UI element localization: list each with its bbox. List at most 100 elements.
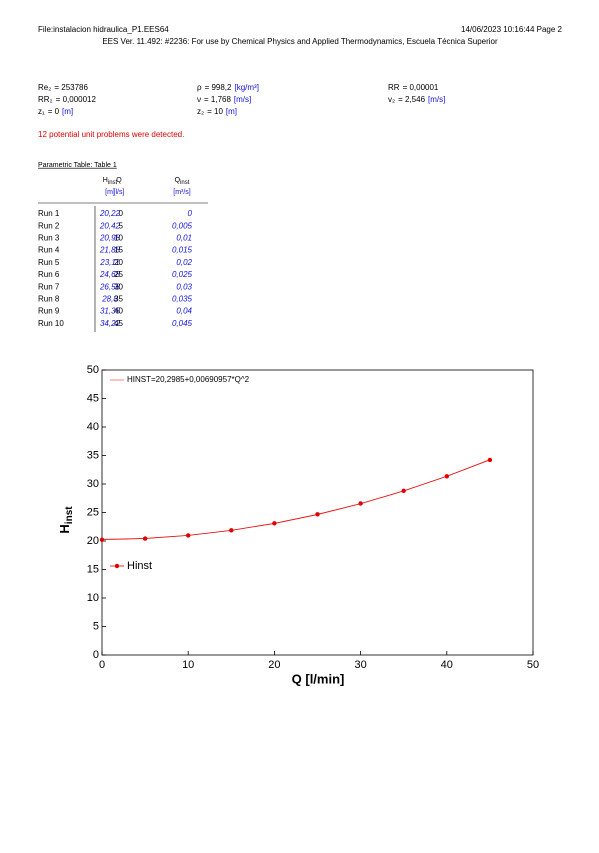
y-tick-label: 45 (87, 392, 99, 404)
table-cell: 25 (114, 270, 123, 279)
table-cell: 28,8 (101, 295, 118, 304)
data-point (358, 501, 363, 506)
table-cell: 10 (114, 234, 123, 243)
y-tick-label: 35 (87, 449, 99, 461)
column-name: Q (175, 177, 181, 184)
variable-name: ρ (197, 83, 202, 92)
table-cell: 0,03 (176, 282, 192, 291)
table-cell: 0,045 (172, 319, 193, 328)
variable-unit: [m/s] (428, 95, 445, 104)
variable-name: z₁ (38, 107, 45, 116)
column-header: Hinst (103, 177, 118, 186)
legend-label: Hinst (127, 560, 152, 572)
table-cell: 20,22 (99, 209, 121, 218)
column-sub: inst (108, 180, 118, 186)
series-line (101, 459, 491, 541)
variable-unit: [m] (62, 107, 73, 116)
x-tick-label: 10 (182, 659, 194, 671)
row-label: Run 8 (38, 295, 60, 304)
data-point (99, 537, 105, 542)
y-tick-label: 20 (87, 535, 99, 547)
table-cell: 20 (114, 258, 123, 267)
variable-value: = 0 (48, 107, 60, 116)
column-name: Q (116, 177, 122, 184)
data-point (444, 474, 449, 479)
variable-name: v₂ (388, 95, 395, 104)
row-label: Run 3 (38, 234, 60, 243)
table-cell: 0,04 (176, 307, 192, 316)
column-sub: inst (180, 180, 190, 186)
data-point (186, 533, 191, 538)
table-cell: 26,58 (99, 282, 121, 291)
table-cell: 24,68 (99, 270, 121, 279)
table-cell: 23,11 (99, 258, 119, 267)
variable-name: RR (388, 83, 400, 92)
row-label: Run 9 (38, 307, 60, 316)
y-label-main: H (57, 524, 72, 533)
y-tick-label: 0 (93, 649, 99, 661)
table-cell: 0,01 (176, 234, 192, 243)
data-point (229, 528, 234, 533)
variable: z₁ = 0 [m] (38, 107, 73, 116)
subtitle: EES Ver. 11.492: #2236: For use by Chemi… (102, 37, 498, 46)
row-label: Run 5 (38, 258, 60, 267)
variable: RR₂ = 0,000012 (38, 95, 96, 104)
variable-name: z₂ (197, 107, 204, 116)
date: 14/06/2023 10:16:44 Page 2 (461, 25, 563, 34)
variable: v₂ = 2,546 [m/s] (388, 95, 445, 104)
variable-value: = 1,768 (204, 95, 231, 104)
table-cell: 35 (114, 295, 123, 304)
variable-value: = 253786 (54, 83, 88, 92)
table-cell: 0,02 (176, 258, 192, 267)
variable-value: = 10 (207, 107, 223, 116)
variable-unit: [m/s] (234, 95, 251, 104)
column-header: Qinst (175, 177, 190, 186)
column-header: Q (116, 177, 122, 184)
x-tick-label: 50 (527, 659, 539, 671)
table-cell: 0,005 (172, 221, 193, 230)
row-label: Run 7 (38, 282, 60, 291)
column-unit: [l/s] (114, 189, 125, 196)
row-label: Run 10 (38, 319, 64, 328)
table-cell: 31,35 (100, 307, 121, 316)
table-cell: 5 (119, 221, 124, 230)
variable-unit: [m] (226, 107, 237, 116)
table-cell: 45 (114, 319, 123, 328)
data-point (487, 457, 493, 463)
data-point (401, 488, 406, 494)
y-axis-label: Hinst (57, 506, 74, 534)
table-cell: 0,015 (172, 246, 193, 255)
column-unit: [m] (105, 189, 115, 196)
data-point (315, 512, 320, 517)
y-tick-label: 50 (87, 364, 99, 376)
row-label: Run 6 (38, 270, 60, 279)
legend-marker (114, 563, 120, 569)
warning: 12 potential unit problems were detected… (38, 130, 184, 139)
table-cell: 0 (119, 209, 124, 218)
table-cell: 40 (114, 307, 123, 316)
table-cell: 0,025 (172, 270, 193, 279)
variable-name: Re₂ (38, 83, 51, 92)
variable: Re₂ = 253786 (38, 83, 88, 92)
data-point (272, 521, 277, 526)
y-tick-label: 40 (87, 421, 99, 433)
table-title: Parametric Table: Table 1 (38, 162, 117, 169)
table-cell: 30 (114, 282, 123, 291)
column-name: H (103, 177, 108, 184)
variable-name: RR₂ (38, 95, 53, 104)
table-cell: 21,88 (99, 246, 121, 255)
legend-label: HINST=20,2985+0,00690957*Q^2 (127, 375, 250, 384)
y-tick-label: 30 (87, 478, 99, 490)
x-tick-label: 30 (354, 659, 366, 671)
variable-name: ν (197, 95, 201, 104)
table-cell: 20,42 (99, 221, 121, 230)
variable-value: = 0,00001 (403, 83, 439, 92)
row-label: Run 1 (38, 209, 60, 218)
y-tick-label: 10 (87, 592, 99, 604)
column-unit: [m³/s] (173, 189, 191, 196)
variable-value: = 2,546 (398, 95, 425, 104)
y-tick-label: 25 (87, 506, 99, 518)
variable: ρ = 998,2 [kg/m³] (197, 83, 259, 92)
y-tick-label: 15 (87, 563, 99, 575)
